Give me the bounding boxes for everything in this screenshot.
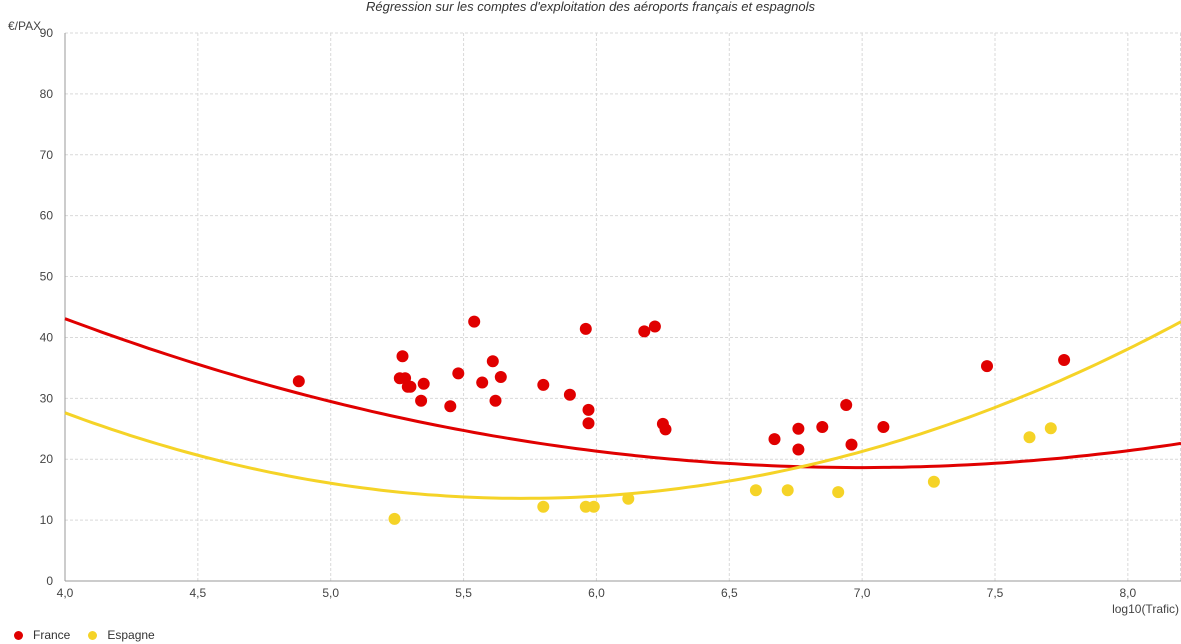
legend-item-espagne[interactable]: Espagne (88, 628, 155, 642)
data-point-france[interactable] (452, 367, 465, 380)
data-point-france[interactable] (1058, 354, 1071, 366)
y-tick-label: 40 (40, 330, 54, 344)
x-tick-label: 7,0 (854, 586, 871, 600)
y-tick-label: 90 (40, 26, 54, 40)
x-tick-label: 6,5 (721, 586, 738, 600)
data-point-france[interactable] (659, 423, 672, 436)
x-tick-label: 6,0 (588, 586, 605, 600)
data-point-france[interactable] (579, 322, 592, 335)
scatter-chart: 4,0 4,5 5,0 5,5 6,0 6,5 7,0 7,5 8,0 0 10 20 30 40 50 60… (8, 19, 1181, 616)
data-point-espagne[interactable] (622, 492, 635, 505)
y-tick-label: 20 (40, 452, 54, 466)
data-point-france[interactable] (417, 377, 430, 390)
legend-label: Espagne (107, 628, 155, 642)
y-axis-label: €/PAX (8, 19, 41, 33)
data-point-france[interactable] (415, 394, 428, 407)
x-tick-label: 5,0 (322, 586, 339, 600)
data-point-espagne[interactable] (587, 500, 600, 513)
data-points (292, 315, 1071, 525)
legend: France Espagne (14, 627, 155, 643)
data-point-espagne[interactable] (537, 500, 550, 513)
x-tick-label: 8,0 (1120, 586, 1137, 600)
legend-label: France (33, 628, 71, 642)
y-tick-label: 0 (46, 574, 53, 588)
data-point-france[interactable] (792, 422, 805, 435)
x-tick-label: 4,0 (57, 586, 74, 600)
data-point-espagne[interactable] (388, 512, 401, 525)
data-point-france[interactable] (537, 378, 550, 391)
tick-labels: 4,0 4,5 5,0 5,5 6,0 6,5 7,0 7,5 8,0 0 10 20 30 40 50 60… (40, 26, 1137, 600)
data-point-france[interactable] (638, 325, 651, 338)
data-point-espagne[interactable] (1023, 431, 1036, 444)
x-tick-label: 5,5 (455, 586, 472, 600)
data-point-france[interactable] (563, 388, 576, 401)
y-tick-label: 70 (40, 148, 54, 162)
legend-dot-icon (14, 630, 23, 640)
data-point-france[interactable] (877, 421, 890, 433)
y-tick-label: 60 (40, 209, 54, 223)
y-tick-label: 80 (40, 87, 54, 101)
data-point-france[interactable] (981, 360, 993, 373)
trend-lines (64, 317, 1181, 500)
y-tick-label: 10 (40, 513, 54, 527)
data-point-espagne[interactable] (749, 484, 762, 497)
data-point-espagne[interactable] (781, 484, 794, 497)
x-axis-label: log10(Trafic) (1112, 602, 1179, 616)
data-point-france[interactable] (840, 399, 853, 411)
data-point-espagne[interactable] (1044, 422, 1057, 435)
data-point-france[interactable] (648, 320, 661, 333)
data-point-france[interactable] (486, 355, 499, 368)
data-point-espagne[interactable] (832, 486, 845, 499)
data-point-france[interactable] (582, 417, 595, 430)
chart-title: Régression sur les comptes d'exploitatio… (365, 0, 816, 14)
legend-dot-icon (88, 630, 98, 640)
data-point-france[interactable] (494, 371, 507, 383)
x-tick-label: 7,5 (987, 586, 1004, 600)
grid-lines (65, 32, 1181, 581)
data-point-france[interactable] (845, 438, 858, 451)
data-point-france[interactable] (292, 375, 305, 388)
trend-line-espagne (64, 320, 1181, 500)
trend-line-france (64, 317, 1181, 470)
legend-item-france[interactable]: France (14, 628, 70, 642)
axes (64, 33, 1181, 582)
data-point-france[interactable] (582, 403, 595, 416)
data-point-france[interactable] (396, 350, 409, 363)
data-point-france[interactable] (444, 400, 457, 413)
y-tick-label: 50 (40, 270, 54, 284)
data-point-espagne[interactable] (927, 475, 940, 488)
data-point-france[interactable] (468, 315, 481, 328)
data-point-france[interactable] (768, 433, 781, 446)
data-point-france[interactable] (489, 394, 502, 407)
data-point-france[interactable] (476, 376, 489, 389)
data-point-france[interactable] (816, 421, 829, 433)
y-tick-label: 30 (40, 391, 54, 405)
x-tick-label: 4,5 (190, 586, 207, 600)
data-point-france[interactable] (792, 443, 805, 456)
data-point-france[interactable] (404, 380, 417, 393)
